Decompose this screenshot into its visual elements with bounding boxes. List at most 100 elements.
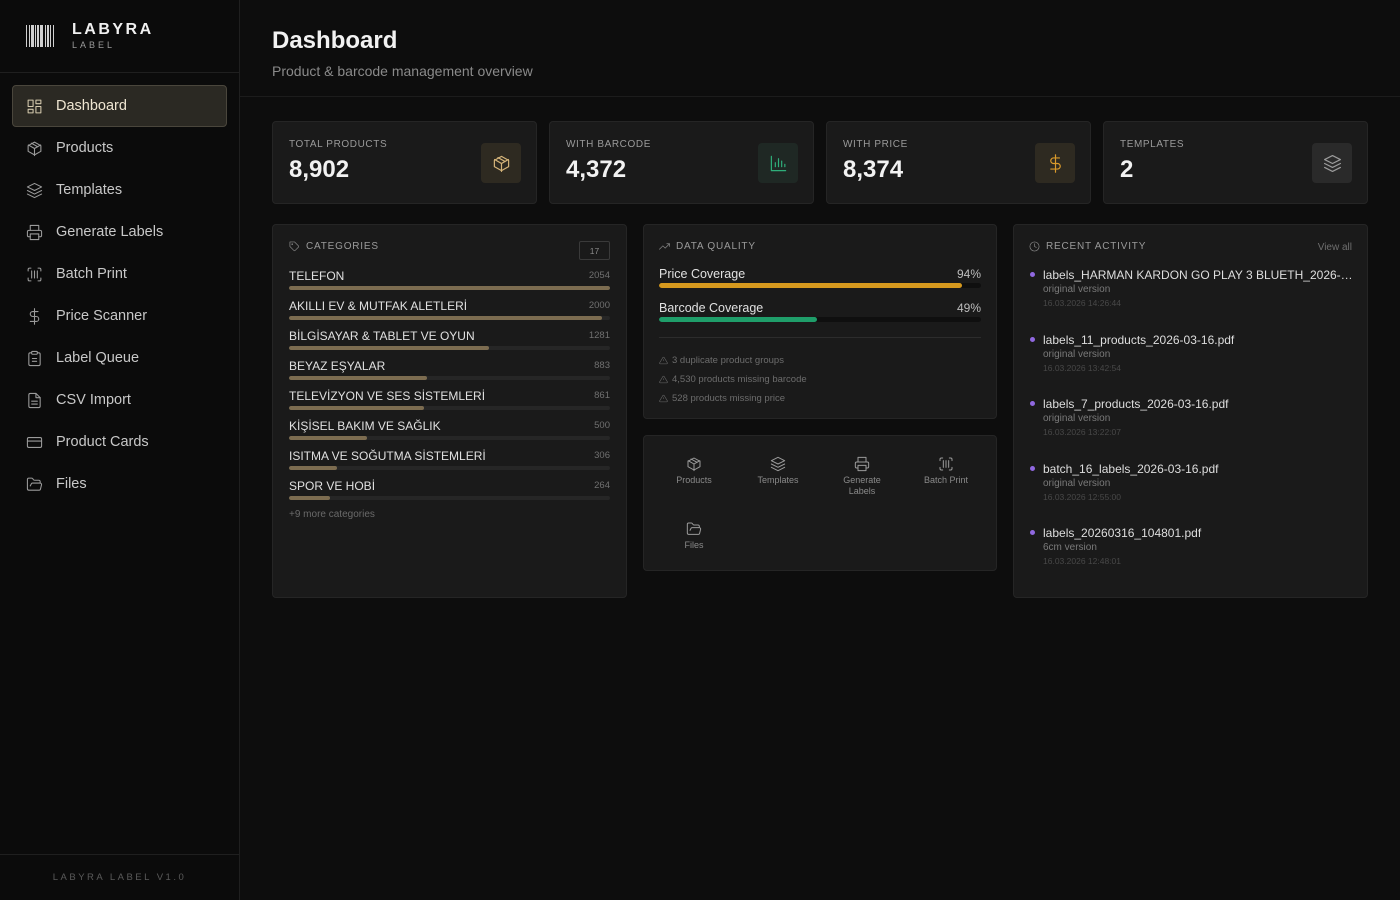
stat-card-total-products: TOTAL PRODUCTS 8,902	[272, 121, 537, 204]
activity-item[interactable]: labels_7_products_2026-03-16.pdf original…	[1029, 397, 1352, 462]
barcode-scan-icon	[939, 457, 953, 471]
more-categories-link[interactable]: +9 more categories	[289, 509, 375, 520]
brand[interactable]: LABYRA LABEL	[0, 0, 239, 73]
activity-timestamp: 16.03.2026 14:26:44	[1043, 298, 1121, 308]
sidebar-item-label-queue[interactable]: Label Queue	[12, 337, 227, 379]
sidebar-item-label: Files	[56, 476, 87, 492]
sidebar-item-label: Templates	[56, 182, 123, 198]
category-bar	[289, 346, 610, 350]
sidebar-item-csv-import[interactable]: CSV Import	[12, 379, 227, 421]
stat-value: 2	[1120, 156, 1134, 183]
box-icon	[27, 141, 42, 156]
page-title: Dashboard	[272, 27, 398, 54]
category-count: 2000	[588, 300, 610, 311]
folder-icon	[26, 477, 43, 491]
barcode-scan-icon	[27, 267, 42, 281]
status-dot-icon	[1030, 530, 1035, 535]
sidebar-item-label: Product Cards	[56, 434, 149, 450]
sidebar-item-generate-labels[interactable]: Generate Labels	[12, 211, 227, 253]
category-bar-fill	[289, 406, 424, 410]
price-coverage-row: Price Coverage 94%	[659, 267, 981, 301]
activity-timestamp: 16.03.2026 12:55:00	[1043, 491, 1121, 502]
quick-action-label: Files	[684, 540, 704, 550]
category-row[interactable]: ISITMA VE SOĞUTMA SİSTEMLERİ 306	[289, 446, 610, 476]
view-all-link[interactable]: View all	[1317, 242, 1352, 253]
stat-icon-wrap	[481, 143, 521, 183]
category-row[interactable]: SPOR VE HOBİ 264	[289, 476, 610, 506]
version-footer: LABYRA LABEL V1.0	[0, 854, 239, 900]
category-bar	[289, 376, 610, 380]
category-name: KİŞİSEL BAKIM VE SAĞLIK	[289, 419, 441, 433]
quick-action-batch-print[interactable]: Batch Print	[904, 454, 988, 519]
category-row[interactable]: BEYAZ EŞYALAR 883	[289, 356, 610, 386]
metric-percent: 94%	[956, 267, 981, 281]
box-icon	[493, 155, 509, 172]
activity-file-name: labels_7_products_2026-03-16.pdf	[1043, 397, 1229, 411]
sidebar-item-product-cards[interactable]: Product Cards	[12, 421, 227, 463]
activity-item[interactable]: batch_16_labels_2026-03-16.pdf original v…	[1029, 462, 1352, 527]
category-row[interactable]: TELEVİZYON VE SES SİSTEMLERİ 861	[289, 386, 610, 416]
category-row[interactable]: TELEFON 2054	[289, 266, 610, 296]
page-header: Dashboard Product & barcode management o…	[240, 0, 1400, 97]
activity-item[interactable]: labels_HARMAN KARDON GO PLAY 3 BLUETH_20…	[1029, 268, 1353, 333]
category-bar-fill	[289, 466, 337, 470]
sidebar-item-label: Label Queue	[56, 350, 140, 366]
activity-file-name: labels_HARMAN KARDON GO PLAY 3 BLUETH_20…	[1043, 268, 1353, 282]
sidebar-item-templates[interactable]: Templates	[12, 169, 227, 211]
category-name: TELEFON	[289, 269, 345, 283]
categories-count-badge: 17	[579, 241, 610, 260]
quick-action-templates[interactable]: Templates	[736, 454, 820, 519]
quick-action-files[interactable]: Files	[652, 519, 736, 584]
quick-action-label: Products	[676, 475, 712, 485]
layers-icon	[770, 456, 786, 472]
clock-icon	[1029, 241, 1040, 252]
activity-file-name: labels_20260316_104801.pdf	[1043, 526, 1202, 540]
metric-percent: 49%	[956, 301, 981, 315]
category-bar-fill	[289, 316, 602, 320]
trending-up-icon	[659, 243, 670, 250]
printer-icon	[26, 224, 43, 240]
status-dot-icon	[1030, 401, 1035, 406]
activity-version: 6cm version	[1043, 542, 1097, 553]
status-dot-icon	[1030, 272, 1035, 277]
category-row[interactable]: KİŞİSEL BAKIM VE SAĞLIK 500	[289, 416, 610, 446]
dollar-icon	[1049, 153, 1061, 173]
category-bar-fill	[289, 346, 490, 350]
sidebar-item-label: Generate Labels	[56, 224, 164, 240]
categories-panel: CATEGORIES 17 TELEFON 2054 AKILLI EV & MUT…	[272, 224, 627, 598]
category-row[interactable]: BİLGİSAYAR & TABLET VE OYUN 1281	[289, 326, 610, 356]
stat-icon-wrap	[1035, 143, 1075, 183]
divider	[659, 337, 981, 338]
tag-icon	[289, 241, 300, 252]
recent-activity-panel: RECENT ACTIVITY View all labels_HARMAN K…	[1013, 224, 1368, 598]
quick-actions-panel: Products Templates Generate Labels Batch…	[643, 435, 997, 571]
sidebar-nav: Dashboard Products Templates Generate La…	[0, 73, 239, 505]
sidebar-item-price-scanner[interactable]: Price Scanner	[12, 295, 227, 337]
sidebar-item-dashboard[interactable]: Dashboard	[12, 85, 227, 127]
sidebar-item-batch-print[interactable]: Batch Print	[12, 253, 227, 295]
folder-icon	[686, 522, 702, 535]
quick-action-label: Batch Print	[923, 475, 969, 485]
activity-version: original version	[1043, 413, 1111, 424]
category-bar-fill	[289, 286, 610, 290]
categories-title: CATEGORIES	[289, 241, 610, 252]
activity-timestamp: 16.03.2026 13:42:54	[1043, 362, 1121, 373]
sidebar-item-files[interactable]: Files	[12, 463, 227, 505]
sidebar-item-label: CSV Import	[56, 392, 131, 408]
barcode-coverage-bar	[659, 317, 981, 322]
activity-file-name: labels_11_products_2026-03-16.pdf	[1043, 332, 1235, 347]
metric-label: Barcode Coverage	[659, 301, 764, 315]
activity-item[interactable]: labels_20260316_104801.pdf 6cm version 16.…	[1029, 526, 1352, 591]
quick-action-products[interactable]: Products	[652, 454, 736, 519]
sidebar-item-products[interactable]: Products	[12, 127, 227, 169]
category-bar	[289, 406, 610, 410]
category-row[interactable]: AKILLI EV & MUTFAK ALETLERİ 2000	[289, 296, 610, 326]
sidebar-item-label: Products	[56, 140, 114, 156]
file-icon	[28, 392, 41, 408]
warning-icon	[659, 356, 668, 365]
activity-item[interactable]: labels_11_products_2026-03-16.pdf origina…	[1029, 333, 1352, 398]
quick-action-generate-labels[interactable]: Generate Labels	[820, 454, 904, 519]
category-bar	[289, 466, 610, 470]
stat-icon-wrap	[1312, 143, 1352, 183]
stat-value: 4,372	[566, 156, 627, 183]
